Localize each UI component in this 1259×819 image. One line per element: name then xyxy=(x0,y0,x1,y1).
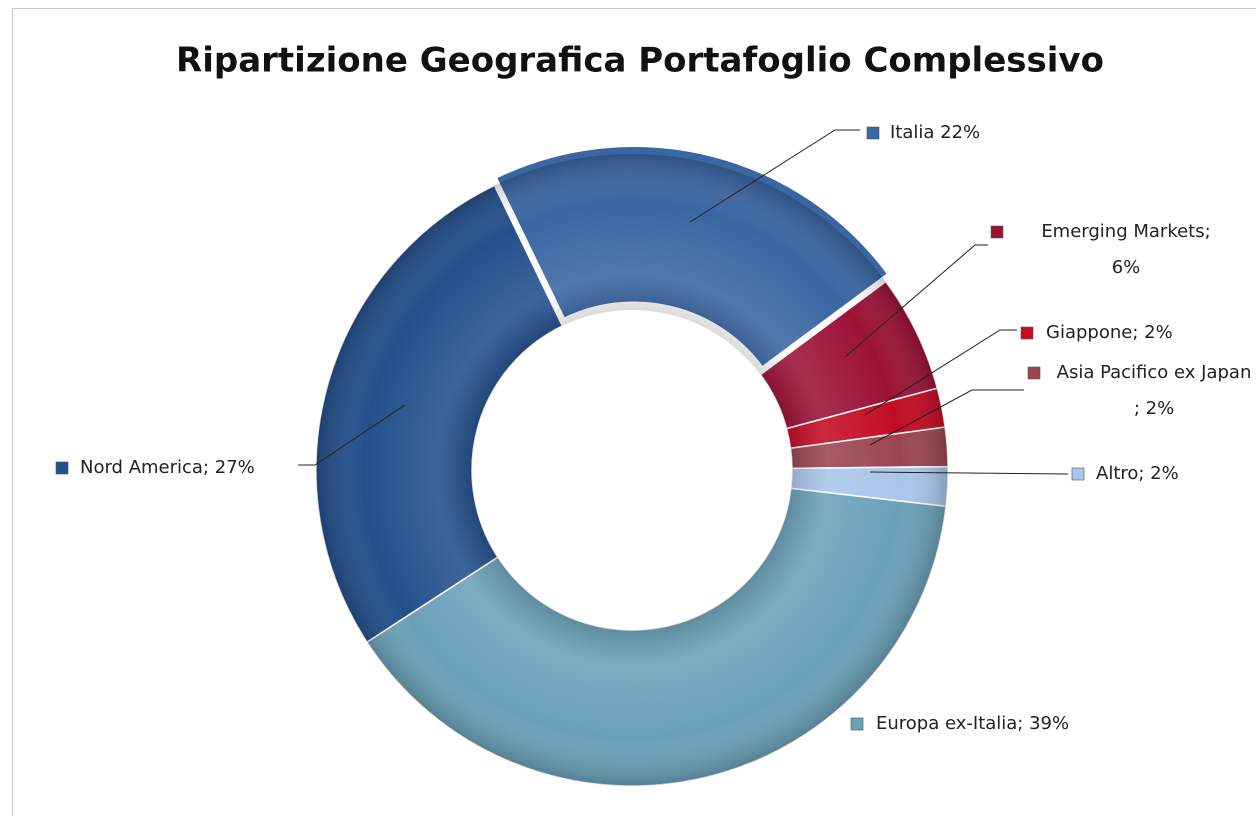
donut-hole xyxy=(472,310,792,630)
legend-marker xyxy=(1071,467,1085,481)
legend-marker xyxy=(55,461,69,475)
legend-marker xyxy=(866,126,880,140)
legend-marker xyxy=(850,717,864,731)
leader-line xyxy=(869,389,1024,446)
leader-line xyxy=(864,329,1017,416)
chart-title: Ripartizione Geografica Portafoglio Comp… xyxy=(176,41,1104,81)
leader-line xyxy=(844,244,988,358)
legend-marker xyxy=(1027,366,1041,380)
leader-line xyxy=(869,471,1069,475)
leader-line xyxy=(298,404,406,466)
data-label: Europa ex-Italia; 39% xyxy=(876,713,1070,734)
legend-marker xyxy=(1020,326,1034,340)
data-label: Asia Pacifico ex Japan ; 2% xyxy=(1056,362,1252,419)
data-label: Giappone; 2% xyxy=(1046,322,1173,343)
legend-marker xyxy=(990,225,1004,239)
chart-frame xyxy=(12,8,1256,816)
leader-line xyxy=(689,129,860,223)
data-label: Nord America; 27% xyxy=(80,457,255,478)
data-label: Altro; 2% xyxy=(1096,463,1179,484)
data-label: Emerging Markets; 6% xyxy=(1041,221,1211,278)
data-label: Italia 22% xyxy=(890,122,981,143)
